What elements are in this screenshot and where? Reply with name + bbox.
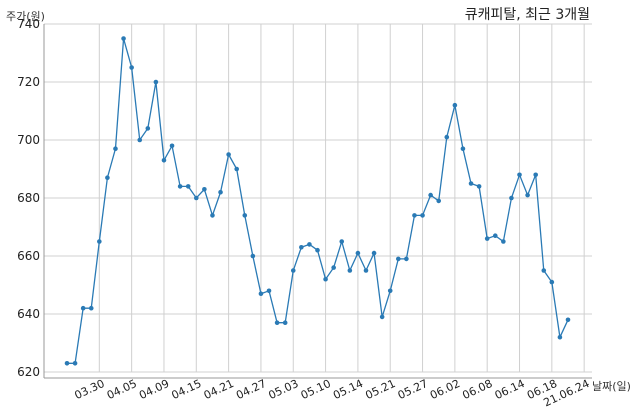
x-axis-label: 날짜(일) — [592, 380, 631, 393]
x-tick-label: 05.21 — [363, 377, 397, 402]
data-point — [476, 184, 482, 189]
y-axis-label: 주가(원) — [6, 10, 45, 23]
data-point — [105, 175, 110, 180]
data-point — [363, 268, 369, 273]
data-point — [290, 268, 296, 273]
chart-title: 큐캐피탈, 최근 3개월 — [464, 7, 590, 23]
data-point — [339, 239, 345, 244]
data-point — [460, 146, 466, 151]
data-point — [549, 279, 555, 285]
data-point — [371, 250, 377, 256]
data-point — [202, 187, 207, 192]
data-point — [509, 195, 514, 201]
data-point — [161, 158, 167, 163]
data-point — [315, 247, 320, 253]
data-point — [274, 320, 280, 326]
data-point — [565, 317, 571, 323]
data-point — [250, 253, 256, 259]
data-point — [307, 242, 312, 247]
data-point — [64, 361, 70, 366]
data-point — [97, 239, 102, 244]
data-point — [72, 361, 78, 366]
data-point — [379, 314, 385, 320]
y-tick-label: 620 — [17, 365, 40, 379]
data-point — [501, 239, 506, 244]
x-tick-labels: 03.3004.0504.0904.1504.2104.2705.0305.10… — [73, 377, 592, 409]
data-point — [210, 213, 215, 218]
data-point — [533, 172, 538, 178]
y-tick-label: 720 — [17, 75, 40, 89]
data-point — [347, 268, 353, 273]
series-line — [67, 38, 569, 364]
data-point — [113, 146, 118, 151]
axes — [43, 24, 592, 379]
data-point — [242, 213, 248, 218]
data-point — [355, 250, 361, 256]
data-point — [169, 143, 175, 149]
data-point — [323, 276, 328, 282]
x-tick-label: 04.21 — [202, 377, 236, 402]
data-point — [412, 213, 417, 218]
y-tick-label: 700 — [17, 133, 40, 147]
data-point — [557, 334, 563, 340]
data-point — [185, 184, 191, 189]
data-point — [468, 181, 474, 186]
x-tick-label: 05.27 — [396, 377, 430, 402]
data-point — [177, 184, 183, 189]
data-point — [492, 233, 498, 238]
data-point — [525, 192, 530, 198]
data-point — [396, 256, 401, 262]
data-point — [258, 291, 264, 297]
data-point — [137, 137, 143, 143]
x-tick-label: 04.05 — [105, 377, 139, 402]
series-group — [64, 36, 571, 366]
data-point — [282, 320, 288, 326]
data-point — [145, 126, 151, 131]
data-point — [444, 134, 450, 140]
y-tick-labels: 620 640 660 680 700 720 740 — [17, 17, 40, 379]
data-point — [88, 305, 94, 311]
data-point — [129, 65, 134, 70]
data-point — [541, 268, 547, 273]
data-point — [153, 79, 159, 85]
x-tick-label: 03.30 — [73, 377, 107, 402]
data-point — [266, 288, 272, 294]
data-point — [80, 305, 86, 311]
x-tick-label: 04.15 — [170, 377, 204, 402]
data-point — [428, 192, 433, 198]
x-tick-label: 04.09 — [137, 377, 171, 402]
data-point — [517, 172, 522, 178]
y-tick-label: 740 — [17, 17, 40, 31]
y-tick-label: 680 — [17, 191, 40, 205]
data-point — [404, 256, 409, 262]
x-tick-label: 06.08 — [460, 377, 494, 402]
data-point — [121, 36, 126, 41]
data-point — [299, 245, 304, 250]
y-tick-label: 660 — [17, 249, 40, 263]
data-point — [436, 198, 442, 204]
data-point — [234, 166, 239, 172]
data-point — [420, 213, 425, 218]
data-point — [452, 102, 458, 108]
data-point — [193, 195, 199, 201]
x-tick-label: 04.27 — [234, 377, 268, 402]
x-tick-label: 06.14 — [493, 377, 527, 402]
grid-lines — [44, 23, 592, 373]
data-point — [226, 152, 231, 157]
x-tick-label: 05.14 — [331, 377, 365, 402]
data-point — [218, 189, 223, 195]
y-tick-label: 640 — [17, 307, 40, 321]
x-tick-label: 05.10 — [299, 377, 333, 402]
data-point — [484, 236, 490, 241]
x-tick-label: 05.03 — [266, 377, 300, 402]
data-point — [331, 265, 336, 270]
data-point — [387, 288, 393, 294]
x-tick-label: 06.02 — [428, 377, 462, 402]
